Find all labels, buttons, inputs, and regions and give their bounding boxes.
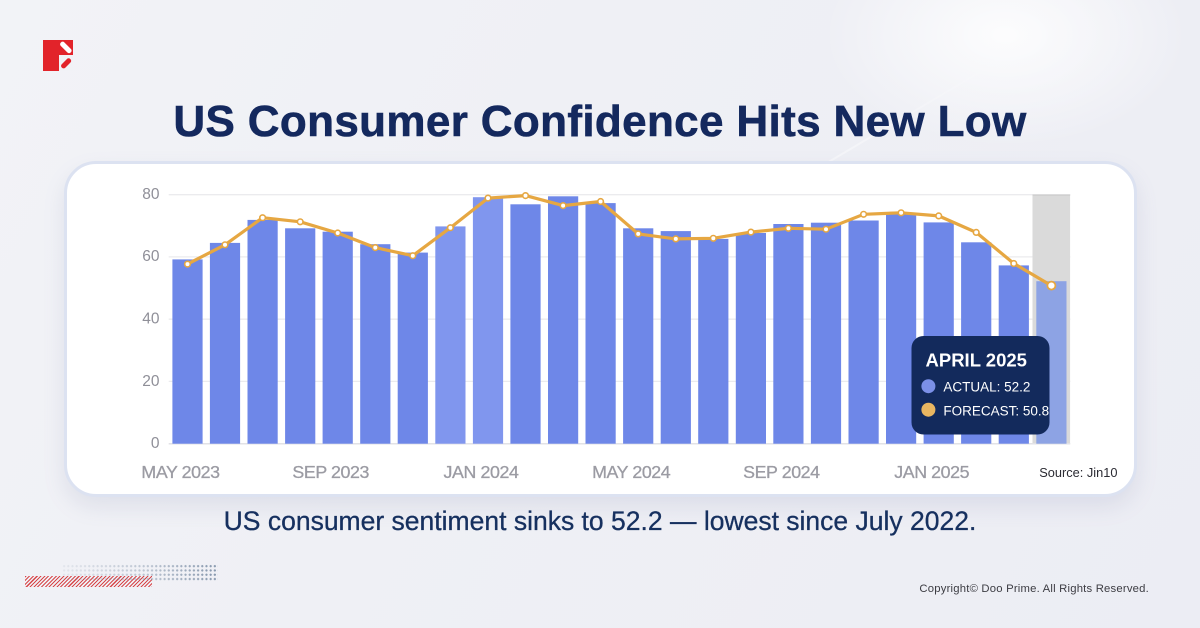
svg-text:60: 60 [142, 248, 160, 265]
svg-text:ACTUAL: 52.2: ACTUAL: 52.2 [943, 380, 1030, 395]
svg-text:Source: Jin10: Source: Jin10 [1039, 465, 1117, 480]
svg-text:80: 80 [142, 186, 160, 203]
svg-text:JAN 2024: JAN 2024 [444, 462, 519, 482]
svg-text:APRIL 2025: APRIL 2025 [926, 350, 1027, 371]
svg-text:0: 0 [151, 435, 160, 452]
svg-text:FORECAST: 50.8: FORECAST: 50.8 [943, 403, 1049, 418]
svg-text:SEP 2024: SEP 2024 [743, 462, 820, 482]
svg-text:MAY 2023: MAY 2023 [141, 462, 220, 482]
svg-text:JAN 2025: JAN 2025 [894, 462, 969, 482]
svg-text:MAY 2024: MAY 2024 [592, 462, 671, 482]
svg-text:20: 20 [142, 373, 160, 390]
svg-text:40: 40 [142, 311, 160, 328]
svg-text:SEP 2023: SEP 2023 [292, 462, 369, 482]
